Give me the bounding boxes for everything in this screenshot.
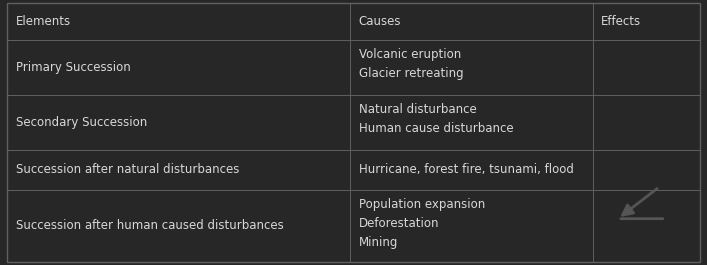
Text: Volcanic eruption
Glacier retreating: Volcanic eruption Glacier retreating	[358, 48, 463, 80]
Text: Natural disturbance
Human cause disturbance: Natural disturbance Human cause disturba…	[358, 103, 513, 135]
Text: Causes: Causes	[358, 15, 401, 28]
Text: Effects: Effects	[601, 15, 641, 28]
Text: Hurricane, forest fire, tsunami, flood: Hurricane, forest fire, tsunami, flood	[358, 163, 573, 176]
Text: Primary Succession: Primary Succession	[16, 61, 130, 74]
Text: Elements: Elements	[16, 15, 71, 28]
Text: Population expansion
Deforestation
Mining: Population expansion Deforestation Minin…	[358, 198, 485, 249]
Text: Secondary Succession: Secondary Succession	[16, 116, 147, 129]
Text: Succession after natural disturbances: Succession after natural disturbances	[16, 163, 239, 176]
Text: Succession after human caused disturbances: Succession after human caused disturbanc…	[16, 219, 284, 232]
